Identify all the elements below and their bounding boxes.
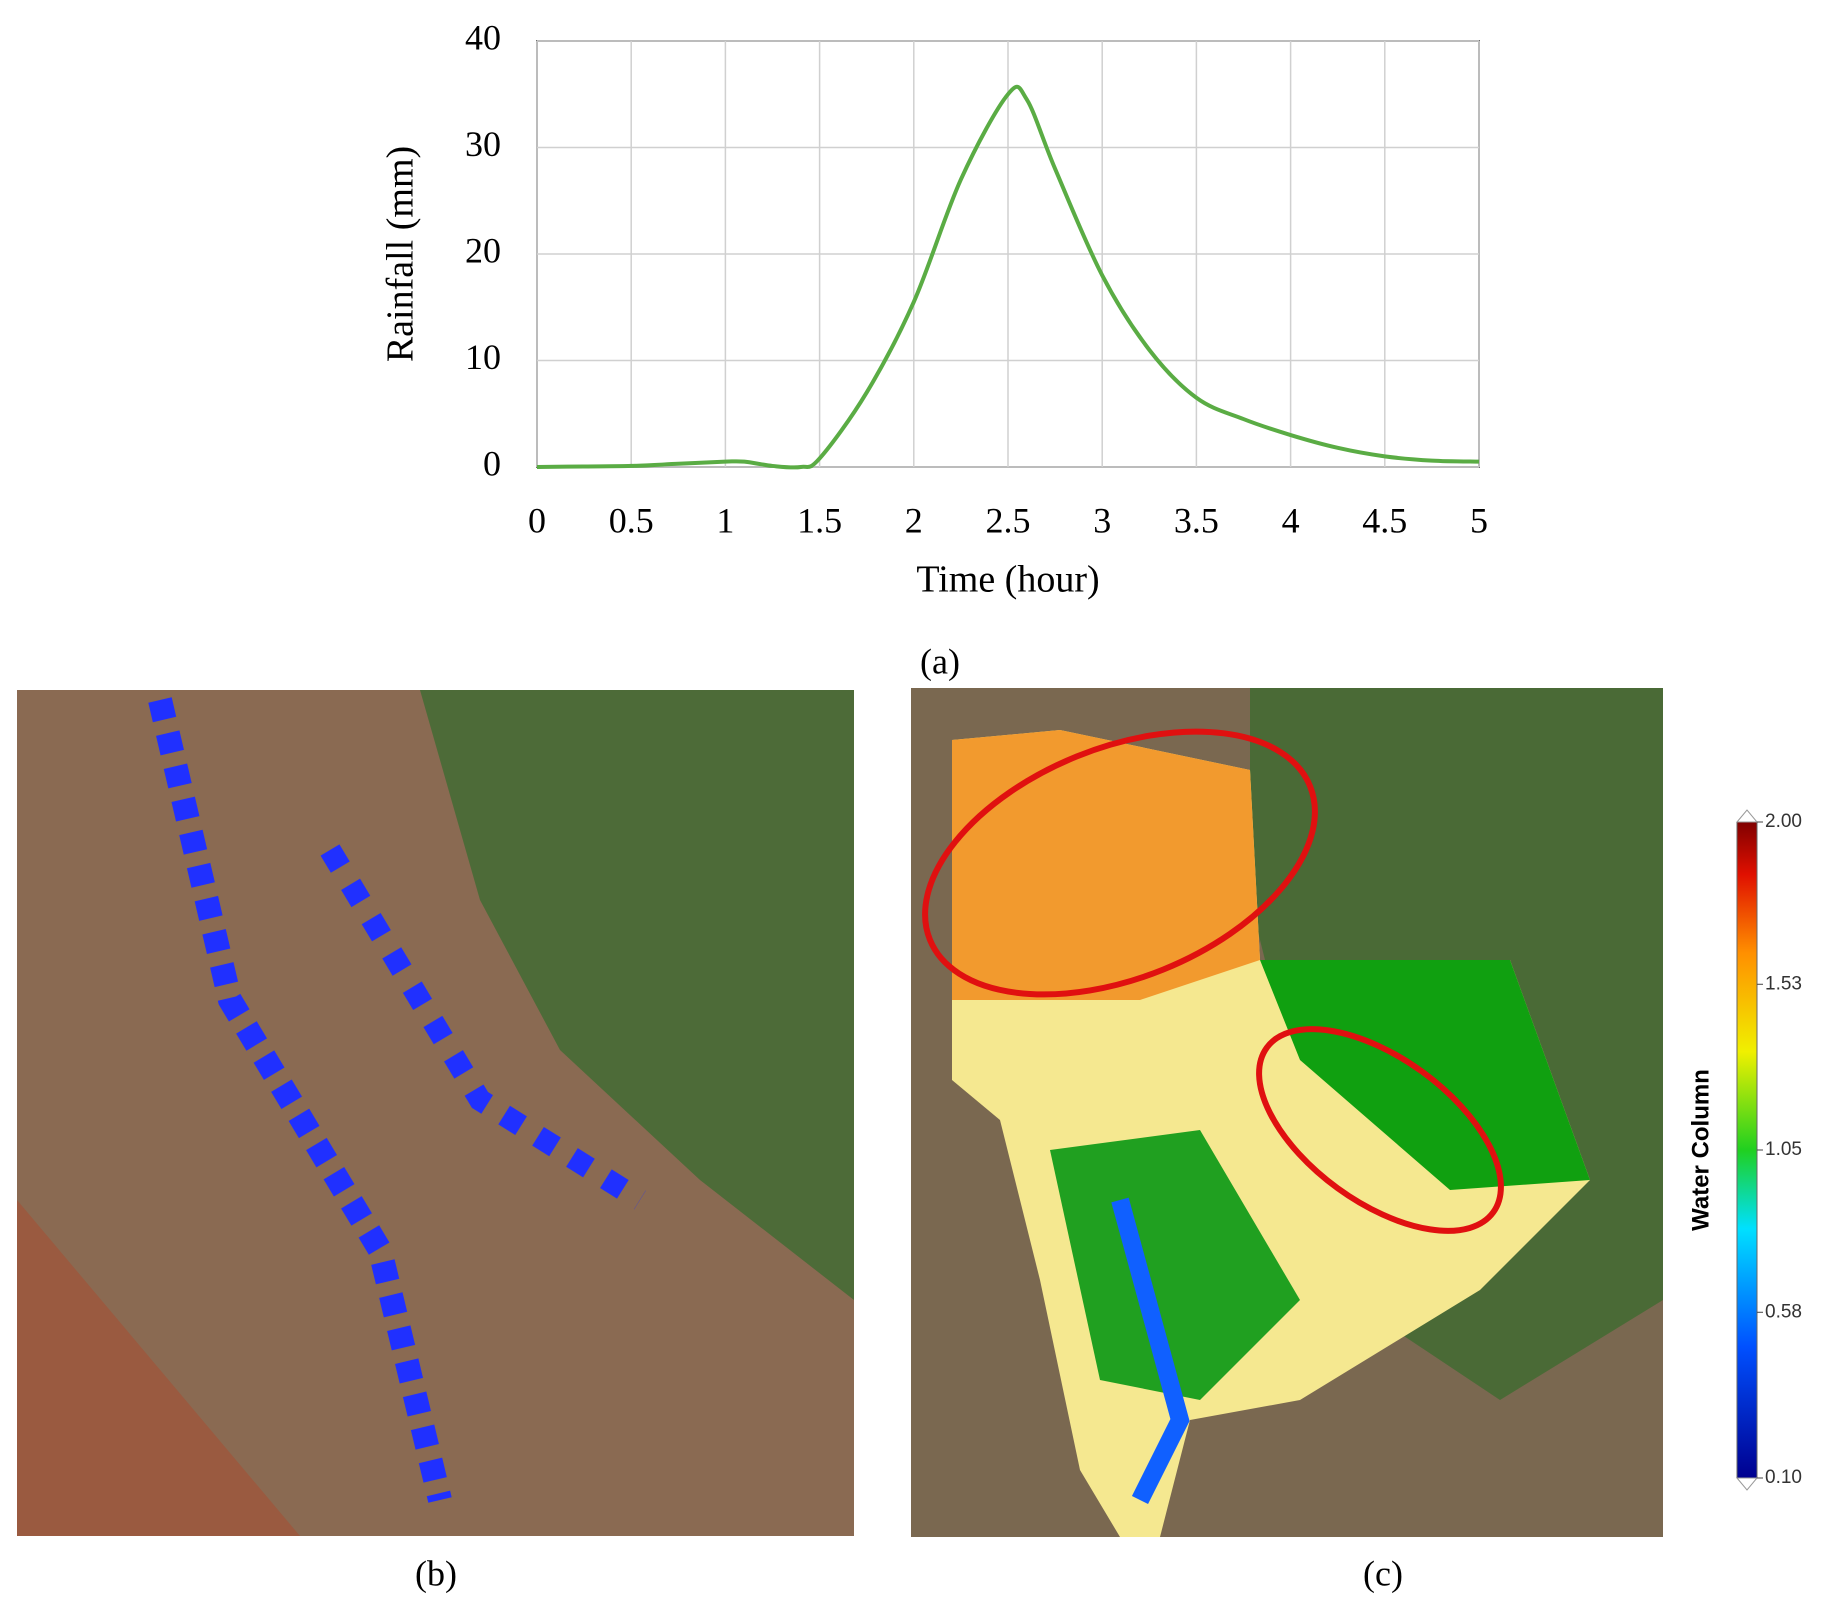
data-line xyxy=(536,84,1480,470)
x-tick-label: 4.5 xyxy=(1362,500,1407,540)
map-c: (c) xyxy=(911,688,1663,1593)
x-tick-label: 5 xyxy=(1470,500,1488,540)
highlight-ellipse xyxy=(922,728,1318,998)
colorbar-tick-label: 2.00 xyxy=(1765,811,1802,832)
colorbar-tick-label: 1.05 xyxy=(1765,1139,1802,1160)
y-tick-label: 10 xyxy=(465,337,501,377)
y-tick-label: 20 xyxy=(465,230,501,270)
y-tick-label: 0 xyxy=(483,443,501,483)
colorbar-tick-label: 0.58 xyxy=(1765,1301,1802,1322)
y-tick-label: 30 xyxy=(465,124,501,164)
x-tick-label: 0 xyxy=(528,500,546,540)
x-tick-label: 2.5 xyxy=(986,500,1031,540)
x-tick-label: 4 xyxy=(1282,500,1300,540)
y-tick-label: 40 xyxy=(465,17,501,57)
x-axis-title: Time (hour) xyxy=(916,559,1099,601)
flood-area xyxy=(952,730,1260,1000)
map-b: (b) xyxy=(17,690,854,1593)
x-tick-label: 2 xyxy=(905,500,923,540)
markers xyxy=(320,844,646,1210)
x-tick-label: 0.5 xyxy=(609,500,654,540)
panel-label: (a) xyxy=(920,641,960,681)
rainfall-chart: Time (hour) Rainfall (mm) (a) 0102030400… xyxy=(380,17,1488,681)
x-tick-label: 3 xyxy=(1093,500,1111,540)
colorbar: Water Column 2.00 1.53 1.05 0.58 0.10 xyxy=(1687,809,1802,1491)
colorbar-tick-label: 1.53 xyxy=(1765,973,1802,994)
x-tick-label: 3.5 xyxy=(1174,500,1219,540)
x-tick-label: 1.5 xyxy=(797,500,842,540)
panel-label: (c) xyxy=(1363,1553,1403,1593)
colorbar-arrows xyxy=(1735,809,1759,1491)
x-tick-label: 1 xyxy=(716,500,734,540)
panel-label: (b) xyxy=(415,1553,457,1593)
markers xyxy=(148,697,452,1503)
y-axis-title: Rainfall (mm) xyxy=(380,146,422,362)
colorbar-title: Water Column xyxy=(1687,1069,1714,1231)
roofs xyxy=(17,1200,300,1536)
park-area xyxy=(420,690,854,1300)
colorbar-tick-label: 0.10 xyxy=(1765,1467,1802,1488)
highlight-ellipse xyxy=(1256,1026,1504,1234)
flood-channel xyxy=(1111,1197,1190,1505)
colorbar-scale xyxy=(1736,821,1758,1479)
flood-area xyxy=(1050,1130,1300,1400)
